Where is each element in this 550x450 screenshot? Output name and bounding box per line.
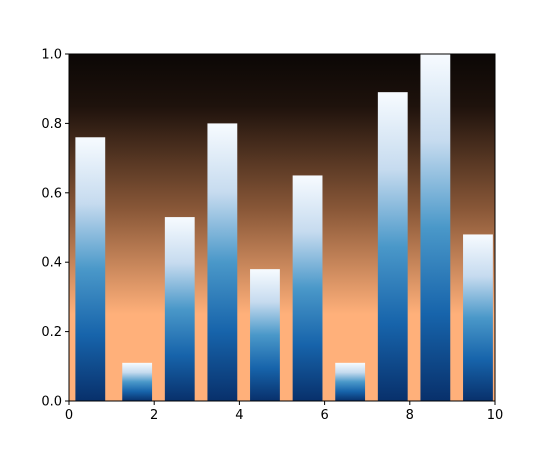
y-tick-label: 0.2 <box>41 325 62 340</box>
bar-2 <box>122 362 153 401</box>
bar-3 <box>164 217 195 401</box>
y-tick-label: 1.0 <box>41 48 62 63</box>
x-axis: 0 2 4 6 8 10 <box>65 401 503 423</box>
y-tick-label: 0.4 <box>41 256 62 271</box>
plot-frame <box>68 53 496 402</box>
x-tick-label: 10 <box>487 408 504 423</box>
bar-7 <box>335 362 366 401</box>
bar-8 <box>377 92 408 402</box>
x-tick-label: 2 <box>150 408 158 423</box>
y-tick-label: 0.6 <box>41 186 62 201</box>
bar-1 <box>75 137 106 401</box>
y-tick-label: 0.0 <box>41 395 62 410</box>
bar-5 <box>250 269 280 401</box>
x-tick-label: 0 <box>65 408 73 423</box>
bar-9 <box>420 54 451 401</box>
bar-6 <box>292 175 323 401</box>
x-tick-label: 8 <box>406 408 414 423</box>
bar-4 <box>207 123 238 402</box>
bar-10 <box>463 234 493 401</box>
y-axis: 0.0 0.2 0.4 0.6 0.8 1.0 <box>41 48 69 410</box>
x-tick-label: 6 <box>320 408 328 423</box>
x-tick-label: 4 <box>235 408 243 423</box>
bars-group <box>75 54 493 402</box>
y-tick-label: 0.8 <box>41 117 62 132</box>
